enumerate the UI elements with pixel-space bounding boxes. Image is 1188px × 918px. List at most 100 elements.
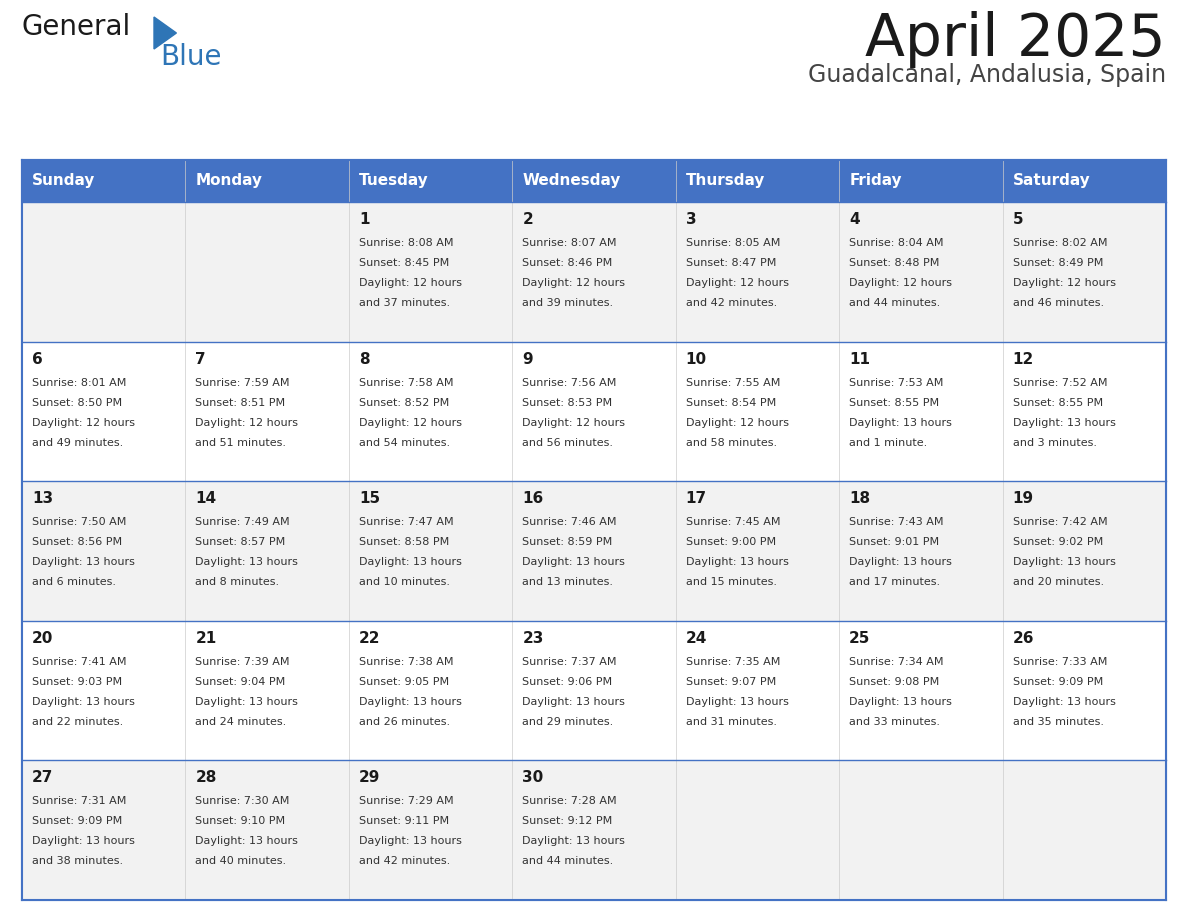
Text: and 6 minutes.: and 6 minutes. xyxy=(32,577,116,588)
Text: Sunrise: 8:01 AM: Sunrise: 8:01 AM xyxy=(32,377,126,387)
Text: 14: 14 xyxy=(196,491,216,506)
Text: 1: 1 xyxy=(359,212,369,227)
Text: Sunset: 9:06 PM: Sunset: 9:06 PM xyxy=(523,677,612,687)
Text: Daylight: 13 hours: Daylight: 13 hours xyxy=(196,697,298,707)
Text: Blue: Blue xyxy=(160,43,221,71)
Text: and 3 minutes.: and 3 minutes. xyxy=(1012,438,1097,448)
Text: 9: 9 xyxy=(523,352,533,366)
Text: and 37 minutes.: and 37 minutes. xyxy=(359,298,450,308)
Text: Sunrise: 7:35 AM: Sunrise: 7:35 AM xyxy=(685,656,781,666)
Text: Sunrise: 7:45 AM: Sunrise: 7:45 AM xyxy=(685,517,781,527)
Text: Sunrise: 7:29 AM: Sunrise: 7:29 AM xyxy=(359,797,454,806)
Text: Thursday: Thursday xyxy=(685,174,765,188)
Text: Sunset: 8:53 PM: Sunset: 8:53 PM xyxy=(523,397,612,408)
Text: and 40 minutes.: and 40 minutes. xyxy=(196,856,286,867)
Text: 24: 24 xyxy=(685,631,707,645)
Text: Sunset: 8:56 PM: Sunset: 8:56 PM xyxy=(32,537,122,547)
Text: Sunrise: 7:50 AM: Sunrise: 7:50 AM xyxy=(32,517,126,527)
Text: Daylight: 13 hours: Daylight: 13 hours xyxy=(359,697,462,707)
Text: and 31 minutes.: and 31 minutes. xyxy=(685,717,777,727)
Text: 22: 22 xyxy=(359,631,380,645)
Text: Daylight: 13 hours: Daylight: 13 hours xyxy=(1012,418,1116,428)
Text: Daylight: 13 hours: Daylight: 13 hours xyxy=(849,418,952,428)
Text: and 15 minutes.: and 15 minutes. xyxy=(685,577,777,588)
Text: Daylight: 12 hours: Daylight: 12 hours xyxy=(1012,278,1116,288)
Text: 25: 25 xyxy=(849,631,871,645)
Text: and 13 minutes.: and 13 minutes. xyxy=(523,577,613,588)
Text: April 2025: April 2025 xyxy=(865,11,1165,68)
Text: and 44 minutes.: and 44 minutes. xyxy=(523,856,613,867)
Text: 29: 29 xyxy=(359,770,380,786)
Text: Sunset: 8:45 PM: Sunset: 8:45 PM xyxy=(359,258,449,268)
Text: General: General xyxy=(23,13,131,41)
Text: and 26 minutes.: and 26 minutes. xyxy=(359,717,450,727)
Text: Sunset: 8:49 PM: Sunset: 8:49 PM xyxy=(1012,258,1102,268)
Text: Daylight: 13 hours: Daylight: 13 hours xyxy=(523,836,625,846)
Text: Sunset: 9:04 PM: Sunset: 9:04 PM xyxy=(196,677,285,687)
Text: Sunday: Sunday xyxy=(32,174,95,188)
Bar xyxy=(23,760,1165,900)
Text: Daylight: 12 hours: Daylight: 12 hours xyxy=(196,418,298,428)
Text: 2: 2 xyxy=(523,212,533,227)
Text: and 20 minutes.: and 20 minutes. xyxy=(1012,577,1104,588)
Text: Sunset: 8:52 PM: Sunset: 8:52 PM xyxy=(359,397,449,408)
Text: Sunrise: 8:07 AM: Sunrise: 8:07 AM xyxy=(523,238,617,248)
Text: 15: 15 xyxy=(359,491,380,506)
Text: Tuesday: Tuesday xyxy=(359,174,429,188)
Text: Daylight: 13 hours: Daylight: 13 hours xyxy=(523,697,625,707)
Text: Sunset: 8:55 PM: Sunset: 8:55 PM xyxy=(1012,397,1102,408)
Text: 8: 8 xyxy=(359,352,369,366)
Text: Daylight: 12 hours: Daylight: 12 hours xyxy=(523,418,625,428)
Text: Sunrise: 7:47 AM: Sunrise: 7:47 AM xyxy=(359,517,454,527)
Text: Sunset: 9:02 PM: Sunset: 9:02 PM xyxy=(1012,537,1102,547)
Text: 30: 30 xyxy=(523,770,544,786)
Text: Sunset: 8:59 PM: Sunset: 8:59 PM xyxy=(523,537,613,547)
Text: and 8 minutes.: and 8 minutes. xyxy=(196,577,279,588)
Text: 26: 26 xyxy=(1012,631,1034,645)
Text: Daylight: 13 hours: Daylight: 13 hours xyxy=(685,697,789,707)
Text: Sunset: 9:05 PM: Sunset: 9:05 PM xyxy=(359,677,449,687)
Text: Sunrise: 7:55 AM: Sunrise: 7:55 AM xyxy=(685,377,781,387)
Text: Sunset: 8:55 PM: Sunset: 8:55 PM xyxy=(849,397,940,408)
Text: Sunset: 9:03 PM: Sunset: 9:03 PM xyxy=(32,677,122,687)
Text: 10: 10 xyxy=(685,352,707,366)
Text: Daylight: 13 hours: Daylight: 13 hours xyxy=(359,557,462,567)
Text: 11: 11 xyxy=(849,352,870,366)
Text: Daylight: 13 hours: Daylight: 13 hours xyxy=(32,697,135,707)
Text: Sunset: 9:08 PM: Sunset: 9:08 PM xyxy=(849,677,940,687)
Bar xyxy=(23,202,1165,341)
Text: Sunrise: 8:04 AM: Sunrise: 8:04 AM xyxy=(849,238,943,248)
Polygon shape xyxy=(154,17,176,49)
Text: Daylight: 12 hours: Daylight: 12 hours xyxy=(849,278,952,288)
Text: Sunrise: 7:53 AM: Sunrise: 7:53 AM xyxy=(849,377,943,387)
Text: Daylight: 13 hours: Daylight: 13 hours xyxy=(196,836,298,846)
Text: 12: 12 xyxy=(1012,352,1034,366)
Text: Daylight: 13 hours: Daylight: 13 hours xyxy=(196,557,298,567)
Text: Sunrise: 7:59 AM: Sunrise: 7:59 AM xyxy=(196,377,290,387)
Bar xyxy=(23,160,1165,202)
Text: Guadalcanal, Andalusia, Spain: Guadalcanal, Andalusia, Spain xyxy=(808,63,1165,87)
Text: Daylight: 12 hours: Daylight: 12 hours xyxy=(523,278,625,288)
Text: Sunrise: 7:37 AM: Sunrise: 7:37 AM xyxy=(523,656,617,666)
Text: 20: 20 xyxy=(32,631,53,645)
Text: and 38 minutes.: and 38 minutes. xyxy=(32,856,124,867)
Text: Sunrise: 8:08 AM: Sunrise: 8:08 AM xyxy=(359,238,454,248)
Text: 6: 6 xyxy=(32,352,43,366)
Text: Sunrise: 7:46 AM: Sunrise: 7:46 AM xyxy=(523,517,617,527)
Text: and 51 minutes.: and 51 minutes. xyxy=(196,438,286,448)
Text: and 56 minutes.: and 56 minutes. xyxy=(523,438,613,448)
Text: 21: 21 xyxy=(196,631,216,645)
Text: Sunrise: 7:52 AM: Sunrise: 7:52 AM xyxy=(1012,377,1107,387)
Text: and 39 minutes.: and 39 minutes. xyxy=(523,298,613,308)
Text: Sunset: 9:07 PM: Sunset: 9:07 PM xyxy=(685,677,776,687)
Text: Sunset: 9:11 PM: Sunset: 9:11 PM xyxy=(359,816,449,826)
Text: Sunset: 9:01 PM: Sunset: 9:01 PM xyxy=(849,537,940,547)
Text: Sunrise: 7:42 AM: Sunrise: 7:42 AM xyxy=(1012,517,1107,527)
Text: 27: 27 xyxy=(32,770,53,786)
Text: Sunrise: 7:33 AM: Sunrise: 7:33 AM xyxy=(1012,656,1107,666)
Text: Sunset: 8:58 PM: Sunset: 8:58 PM xyxy=(359,537,449,547)
Text: Sunrise: 7:31 AM: Sunrise: 7:31 AM xyxy=(32,797,126,806)
Text: Daylight: 13 hours: Daylight: 13 hours xyxy=(523,557,625,567)
Text: Sunrise: 7:49 AM: Sunrise: 7:49 AM xyxy=(196,517,290,527)
Text: Daylight: 12 hours: Daylight: 12 hours xyxy=(359,278,462,288)
